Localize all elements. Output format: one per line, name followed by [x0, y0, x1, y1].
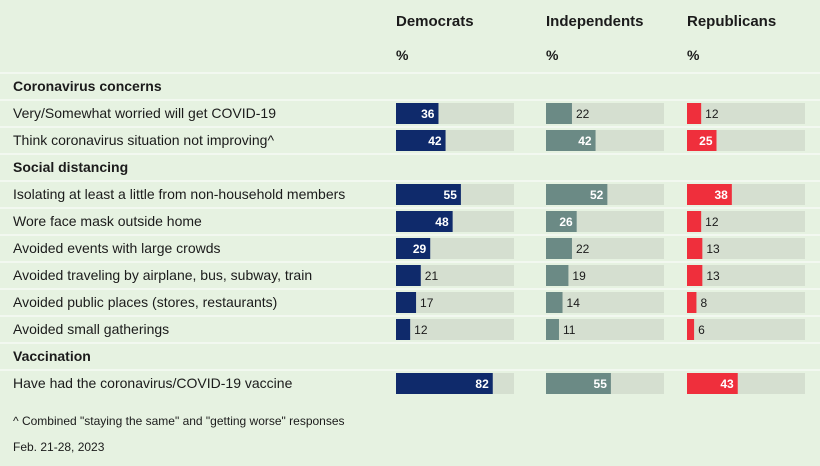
- bar-track-dem: [396, 265, 514, 286]
- bar-ind: [546, 319, 559, 340]
- header-republicans: Republicans: [687, 13, 777, 30]
- data-label-dem: 42: [428, 134, 442, 148]
- bar-track-ind: [546, 103, 664, 124]
- bar-ind: [546, 211, 577, 232]
- bar-dem: [396, 238, 431, 259]
- row-label: Wore face mask outside home: [13, 213, 202, 229]
- pct-label-independents: %: [546, 47, 559, 63]
- data-label-rep: 25: [699, 134, 713, 148]
- data-label-rep: 13: [706, 269, 720, 283]
- group-title: Coronavirus concerns: [13, 78, 162, 94]
- bar-rep: [687, 373, 738, 394]
- bar-track-rep: [687, 265, 805, 286]
- bar-dem: [396, 211, 453, 232]
- bar-track-rep: [687, 103, 805, 124]
- data-label-ind: 52: [590, 188, 604, 202]
- bar-track-ind: [546, 292, 664, 313]
- bar-track-rep: [687, 211, 805, 232]
- data-label-dem: 21: [425, 269, 439, 283]
- data-label-ind: 26: [559, 215, 573, 229]
- bar-ind: [546, 103, 572, 124]
- bar-track-rep: [687, 238, 805, 259]
- data-label-rep: 6: [698, 323, 705, 337]
- bar-rep: [687, 130, 717, 151]
- bar-dem: [396, 130, 446, 151]
- data-label-ind: 22: [576, 242, 590, 256]
- data-label-rep: 38: [714, 188, 728, 202]
- bar-ind: [546, 184, 608, 205]
- data-label-rep: 12: [705, 107, 719, 121]
- pct-label-democrats: %: [396, 47, 409, 63]
- data-label-rep: 13: [706, 242, 720, 256]
- bar-rep: [687, 238, 703, 259]
- data-label-dem: 82: [475, 377, 489, 391]
- group-title: Social distancing: [13, 159, 128, 175]
- row-label: Think coronavirus situation not improvin…: [13, 132, 274, 148]
- bar-rep: [687, 319, 695, 340]
- bar-rep: [687, 292, 697, 313]
- bar-track-dem: [396, 292, 514, 313]
- data-label-dem: 12: [414, 323, 428, 337]
- row-label: Avoided small gatherings: [13, 321, 169, 337]
- bar-dem: [396, 319, 411, 340]
- header-democrats: Democrats: [396, 13, 474, 30]
- bar-dem: [396, 292, 417, 313]
- data-label-ind: 11: [563, 323, 576, 337]
- data-label-rep: 8: [700, 296, 707, 310]
- data-label-ind: 42: [578, 134, 592, 148]
- row-label: Avoided public places (stores, restauran…: [13, 294, 277, 310]
- row-label: Very/Somewhat worried will get COVID-19: [13, 105, 276, 121]
- data-label-dem: 55: [444, 188, 458, 202]
- bar-rep: [687, 184, 732, 205]
- row-label: Avoided traveling by airplane, bus, subw…: [13, 267, 312, 283]
- bar-track-ind: [546, 319, 664, 340]
- bar-track-rep: [687, 319, 805, 340]
- bar-rep: [687, 103, 702, 124]
- bar-rep: [687, 211, 702, 232]
- footnote-note: ^ Combined "staying the same" and "getti…: [13, 414, 345, 428]
- data-label-rep: 43: [720, 377, 734, 391]
- data-label-ind: 22: [576, 107, 590, 121]
- row-label: Have had the coronavirus/COVID-19 vaccin…: [13, 375, 293, 391]
- bar-ind: [546, 130, 596, 151]
- data-label-ind: 14: [567, 296, 581, 310]
- bar-dem: [396, 184, 461, 205]
- pct-label-republicans: %: [687, 47, 700, 63]
- header-independents: Independents: [546, 13, 644, 30]
- data-label-dem: 48: [435, 215, 449, 229]
- data-label-ind: 19: [572, 269, 586, 283]
- bar-track-rep: [687, 292, 805, 313]
- bar-ind: [546, 265, 569, 286]
- bar-dem: [396, 103, 439, 124]
- row-label: Avoided events with large crowds: [13, 240, 221, 256]
- bar-track-ind: [546, 238, 664, 259]
- footnote-date: Feb. 21-28, 2023: [13, 440, 105, 454]
- bar-rep: [687, 265, 703, 286]
- data-label-dem: 29: [413, 242, 427, 256]
- data-label-dem: 17: [420, 296, 434, 310]
- bar-dem: [396, 265, 421, 286]
- bar-dem: [396, 373, 493, 394]
- data-label-ind: 55: [594, 377, 608, 391]
- data-label-rep: 12: [705, 215, 719, 229]
- row-label: Isolating at least a little from non-hou…: [13, 186, 345, 202]
- bar-ind: [546, 373, 611, 394]
- bar-ind: [546, 238, 572, 259]
- bar-ind: [546, 292, 563, 313]
- bar-track-ind: [546, 265, 664, 286]
- bar-track-dem: [396, 319, 514, 340]
- group-title: Vaccination: [13, 348, 91, 364]
- data-label-dem: 36: [421, 107, 435, 121]
